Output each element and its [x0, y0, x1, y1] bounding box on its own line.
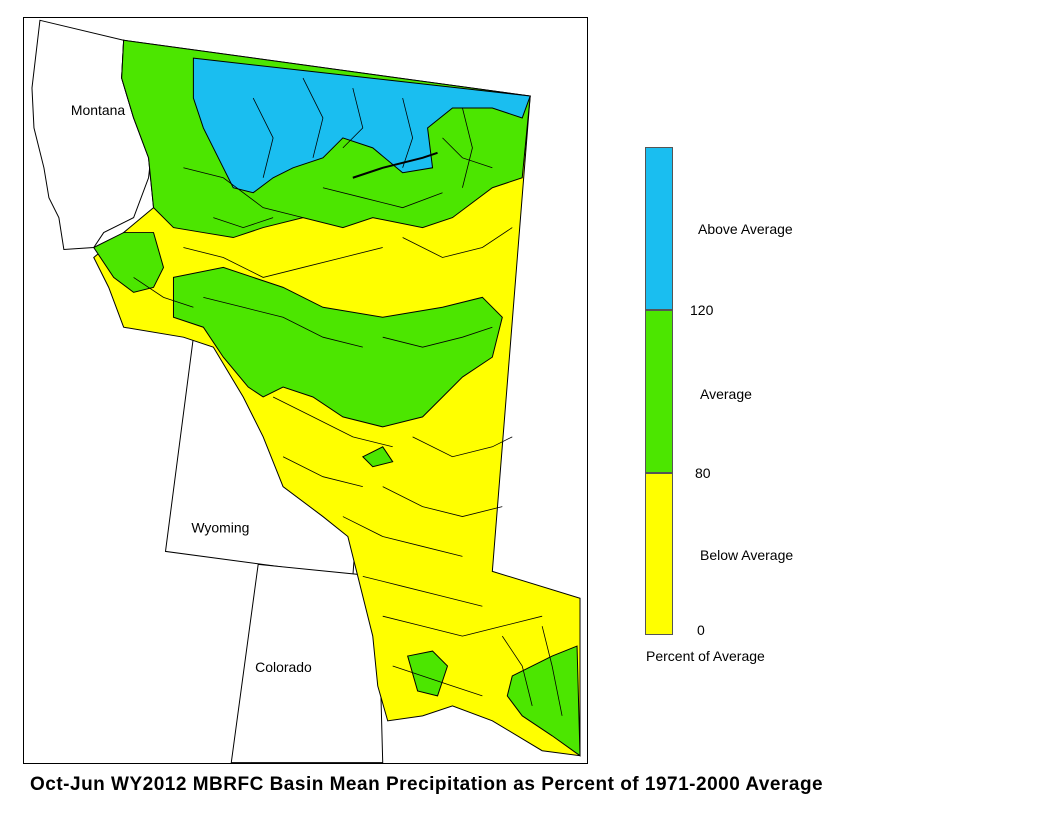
legend-label-above-average: Above Average	[698, 221, 793, 237]
legend-label-average: Average	[700, 386, 752, 402]
legend-label-below-average: Below Average	[700, 547, 794, 563]
river-line	[352, 151, 438, 179]
basin-map: Montana Wyoming Colorado	[31, 19, 581, 763]
state-label-colorado: Colorado	[255, 659, 312, 675]
legend-caption: Percent of Average	[646, 648, 765, 664]
legend-tick-120: 120	[690, 302, 714, 318]
state-label-montana: Montana	[71, 102, 125, 118]
basin-boundaries	[133, 77, 563, 716]
basin-region-average-southeast	[506, 645, 581, 757]
basin-region-average-south	[407, 650, 449, 697]
basin-region-average-west	[93, 232, 165, 293]
colorado-outline	[230, 563, 384, 763]
legend-swatch-below-average	[645, 473, 673, 635]
map-title: Oct-Jun WY2012 MBRFC Basin Mean Precipit…	[30, 774, 824, 795]
legend-tick-0: 0	[697, 622, 705, 638]
legend-swatch-average	[645, 310, 673, 473]
basin-region-average-central	[172, 266, 503, 428]
legend-swatch-above-average	[645, 147, 673, 310]
state-label-wyoming: Wyoming	[191, 519, 249, 535]
map-panel: Montana Wyoming Colorado	[23, 17, 588, 764]
legend-tick-80: 80	[695, 465, 711, 481]
basin-region-average-spot	[361, 446, 394, 468]
